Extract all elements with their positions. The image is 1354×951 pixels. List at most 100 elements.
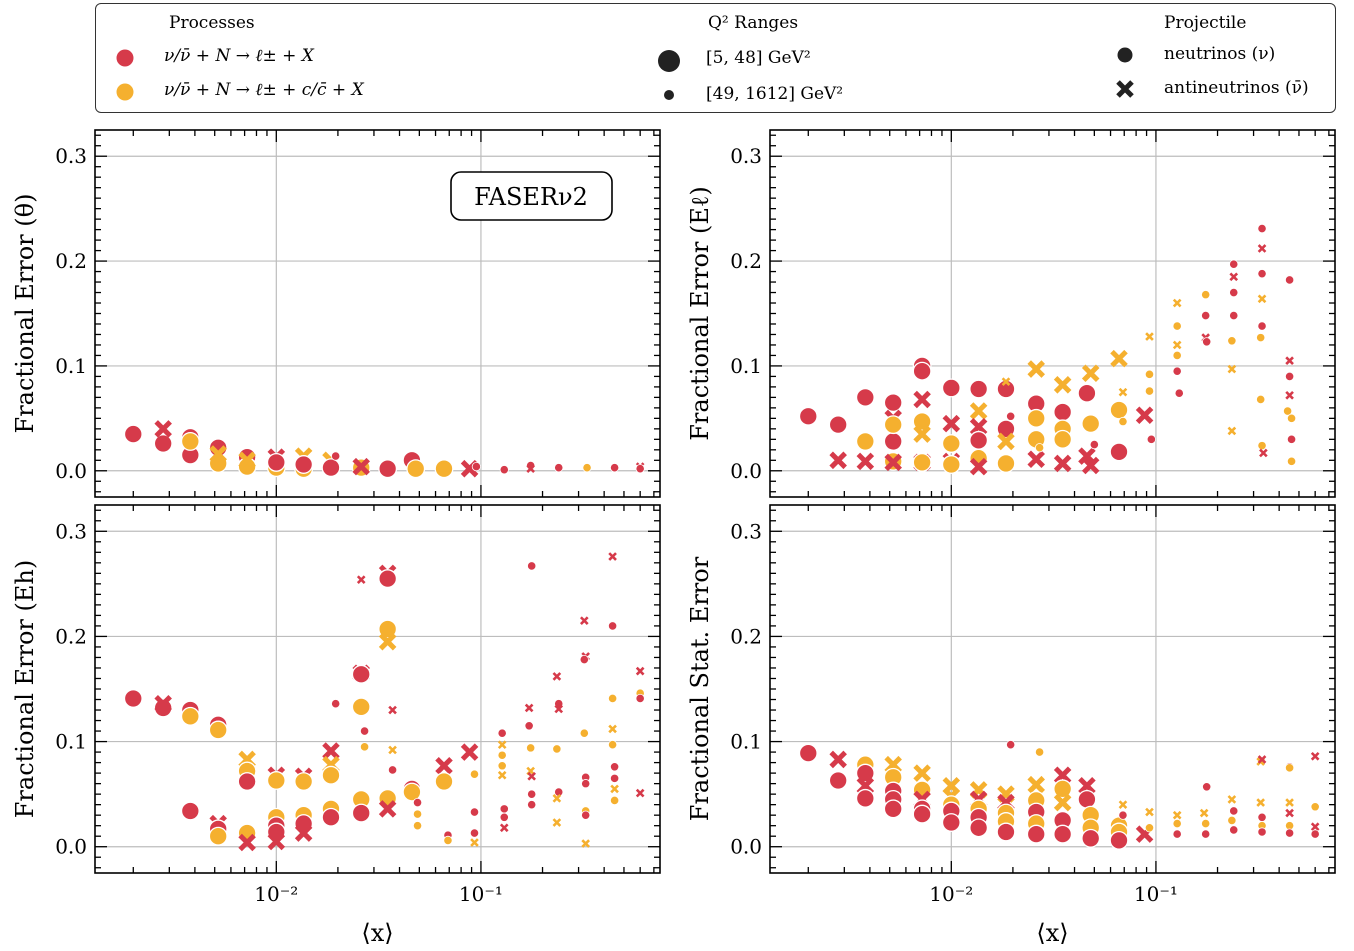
y-tick-label: 0.0 — [730, 459, 762, 483]
data-point — [1201, 310, 1211, 321]
points — [123, 420, 645, 479]
data-point-cross — [1310, 822, 1320, 832]
data-point — [1026, 824, 1046, 844]
data-point — [1257, 812, 1267, 822]
legend-marker-circle — [1117, 47, 1133, 63]
data-point — [469, 807, 480, 817]
data-point — [1174, 388, 1184, 398]
data-point — [1006, 740, 1016, 750]
data-point-cross — [552, 818, 562, 827]
data-point — [1201, 290, 1211, 300]
data-point-cross — [969, 402, 988, 420]
panel-3: 0.0 0.1 0.2 0.3 10⁻² 10⁻¹ Fractional Error (Eh… — [11, 504, 661, 947]
data-point — [180, 801, 200, 821]
legend-marker-large — [658, 50, 680, 72]
data-point-cross — [1199, 808, 1209, 818]
data-point — [1227, 336, 1237, 346]
data-point — [912, 412, 932, 431]
x-tick-label: 10⁻¹ — [1134, 882, 1178, 906]
data-point — [941, 813, 961, 832]
data-point — [469, 828, 480, 838]
data-point — [1118, 810, 1128, 820]
data-point-cross — [1285, 808, 1294, 818]
data-point — [1172, 366, 1182, 376]
data-point — [1109, 830, 1129, 850]
data-point-cross — [635, 666, 645, 676]
points — [798, 740, 1320, 850]
data-point — [1172, 321, 1182, 331]
y-axis-label: Fractional Error (Eh) — [11, 560, 39, 818]
data-point-cross — [1078, 447, 1096, 465]
data-point-cross — [1027, 775, 1045, 794]
data-point-cross — [238, 451, 256, 470]
legend: Processes ν/ν̄ + N → ℓ± + X ν/ν̄ + N → ℓ… — [95, 3, 1336, 113]
y-tick-label: 0.0 — [730, 835, 762, 859]
data-point — [610, 762, 620, 772]
data-point — [402, 782, 422, 802]
data-point-cross — [884, 453, 902, 472]
data-point — [883, 393, 903, 413]
data-point-cross — [1118, 800, 1128, 809]
data-point — [412, 821, 423, 831]
data-point — [1146, 434, 1156, 444]
data-point — [469, 769, 480, 779]
data-point — [412, 797, 423, 808]
data-point-cross — [497, 770, 507, 780]
y-tick-label: 0.2 — [730, 249, 762, 273]
data-point-cross — [460, 743, 479, 761]
data-point — [526, 743, 536, 753]
data-point — [208, 720, 228, 740]
data-point-cross — [579, 616, 589, 625]
data-point — [1089, 439, 1099, 450]
data-point — [1229, 825, 1239, 835]
data-point-cross — [1110, 349, 1128, 368]
data-point — [883, 799, 903, 819]
data-point — [912, 452, 932, 472]
data-point-cross — [524, 703, 534, 713]
data-point — [1053, 429, 1073, 449]
data-point — [941, 455, 961, 474]
y-tick-label: 0.3 — [730, 144, 762, 168]
data-point — [581, 779, 591, 789]
data-point-cross — [470, 838, 479, 847]
data-point-cross — [294, 824, 313, 842]
data-point — [552, 744, 562, 754]
data-point — [883, 431, 903, 451]
legend-title-q2: Q² Ranges — [708, 13, 799, 33]
data-point — [1257, 827, 1267, 837]
data-point — [1283, 406, 1293, 416]
data-point-cross — [497, 740, 507, 750]
data-point-cross — [1227, 426, 1237, 436]
y-axis-label: Fractional Stat. Error — [686, 556, 714, 821]
data-point — [180, 431, 200, 451]
y-tick-label: 0.2 — [55, 249, 87, 273]
data-point — [1144, 823, 1155, 833]
data-point — [499, 812, 509, 822]
data-point — [1285, 828, 1295, 838]
data-point-cross — [1257, 294, 1267, 304]
data-point-cross — [378, 800, 397, 818]
data-point — [635, 464, 645, 474]
legend-marker-red — [116, 49, 134, 67]
plot-frame — [769, 504, 1336, 874]
y-tick-label: 0.1 — [730, 354, 762, 378]
data-point-cross — [154, 420, 172, 438]
plot-frame — [769, 129, 1336, 498]
data-point-cross — [1257, 244, 1267, 253]
x-tick-label: 10⁻² — [929, 882, 973, 906]
data-point — [1286, 434, 1297, 444]
y-tick-label: 0.0 — [55, 835, 87, 859]
ticks — [770, 505, 1335, 873]
data-point — [1229, 310, 1239, 321]
data-point — [359, 742, 370, 752]
data-point — [331, 699, 341, 709]
data-point-cross — [1145, 807, 1154, 817]
data-point-cross — [154, 694, 172, 713]
data-point-cross — [1145, 332, 1154, 341]
data-point-cross — [1285, 798, 1294, 807]
data-point — [554, 463, 564, 473]
data-point — [608, 621, 618, 631]
data-point — [1310, 802, 1320, 812]
data-point-cross — [608, 724, 617, 734]
data-point — [1109, 442, 1129, 462]
